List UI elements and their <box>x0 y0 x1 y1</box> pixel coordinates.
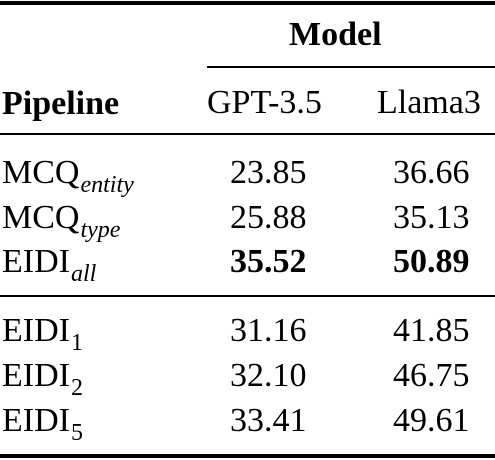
row-label-eidi-all: EIDIall <box>2 243 96 287</box>
row-label-subscript: type <box>80 217 121 243</box>
model-group-header: Model <box>289 16 382 53</box>
cell-gpt-eidi-5: 33.41 <box>230 402 307 439</box>
row-label-eidi-2: EIDI2 <box>2 357 83 401</box>
cell-gpt-eidi-1: 31.16 <box>230 312 307 349</box>
cell-llama-eidi-2: 46.75 <box>393 357 470 394</box>
gpt35-column-header: GPT-3.5 <box>207 84 322 121</box>
top-rule <box>0 1 495 5</box>
row-label-base: MCQ <box>2 154 80 191</box>
row-label-subscript: 5 <box>70 420 83 446</box>
cell-llama-eidi-all: 50.89 <box>393 243 470 280</box>
cell-gpt-mcq-entity: 23.85 <box>230 154 307 191</box>
row-label-base: EIDI <box>2 402 70 439</box>
row-label-base: EIDI <box>2 357 70 394</box>
section-separator <box>0 295 495 297</box>
cell-llama-mcq-entity: 36.66 <box>393 154 470 191</box>
row-label-eidi-5: EIDI5 <box>2 402 83 446</box>
row-label-mcq-entity: MCQentity <box>2 154 134 198</box>
row-label-subscript: 2 <box>70 375 83 401</box>
bottom-rule <box>0 454 495 458</box>
row-label-subscript: 1 <box>70 330 83 356</box>
row-label-base: MCQ <box>2 199 80 236</box>
cell-gpt-eidi-2: 32.10 <box>230 357 307 394</box>
llama3-column-header: Llama3 <box>377 84 481 121</box>
row-label-eidi-1: EIDI1 <box>2 312 83 356</box>
pipeline-header: Pipeline <box>2 85 120 122</box>
row-label-base: EIDI <box>2 312 70 349</box>
cell-llama-eidi-5: 49.61 <box>393 402 470 439</box>
cell-llama-eidi-1: 41.85 <box>393 312 470 349</box>
row-label-base: EIDI <box>2 243 70 280</box>
cell-gpt-mcq-type: 25.88 <box>230 199 307 236</box>
row-label-mcq-type: MCQtype <box>2 199 120 243</box>
cell-gpt-eidi-all: 35.52 <box>230 243 307 280</box>
row-label-subscript: all <box>70 261 97 287</box>
model-cmidrule <box>207 66 495 68</box>
cell-llama-mcq-type: 35.13 <box>393 199 470 236</box>
row-label-subscript: entity <box>80 172 134 198</box>
header-separator <box>0 133 495 135</box>
